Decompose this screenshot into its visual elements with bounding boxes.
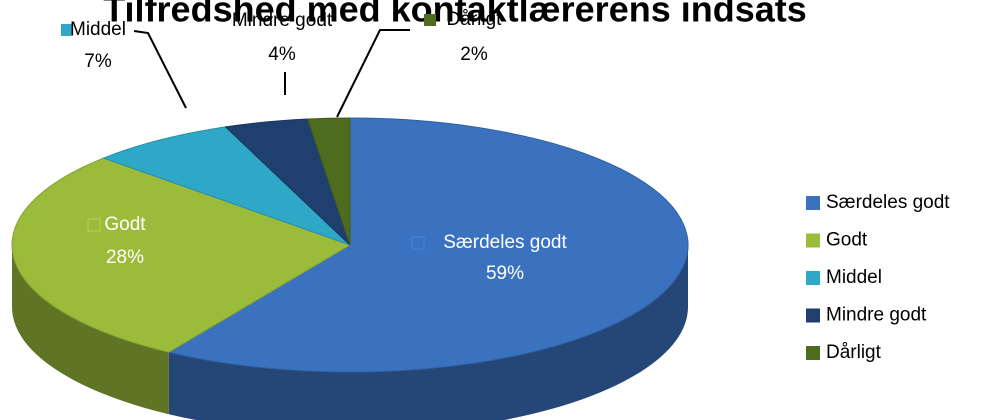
- label-key: [87, 218, 101, 232]
- data-label-name: Dårligt: [447, 9, 503, 30]
- slice: [167, 117, 689, 373]
- slice-side: [168, 245, 688, 420]
- data-label: 7%: [84, 51, 112, 72]
- data-label: 28%: [106, 247, 144, 268]
- data-label-name: Særdeles godt: [443, 232, 567, 253]
- legend-key: [806, 346, 820, 360]
- data-label-name: Middel: [70, 19, 126, 40]
- legend-label: Mindre godt: [826, 305, 927, 326]
- label-key: [61, 24, 73, 36]
- chart-title: Tilfredshed med kontaktlærerens indsats: [103, 0, 807, 30]
- label-key: [424, 14, 436, 26]
- legend-key: [806, 308, 820, 323]
- leader-line: [133, 30, 187, 109]
- slice: [102, 126, 351, 246]
- data-label-name: Godt: [104, 214, 146, 235]
- slice-side: [12, 245, 169, 415]
- legend-label: Godt: [826, 230, 868, 251]
- legend-label: Særdeles godt: [826, 192, 950, 213]
- label-key: [411, 236, 425, 250]
- legend-label: Middel: [826, 267, 882, 288]
- data-label: 4%: [268, 44, 296, 65]
- legend-label: Dårligt: [826, 342, 882, 363]
- data-label: 59%: [486, 263, 524, 284]
- data-label-name: Mindre godt: [232, 10, 333, 31]
- slice: [306, 117, 351, 246]
- data-label: 2%: [460, 44, 488, 65]
- leader-line: [336, 29, 410, 118]
- legend-key: [806, 196, 820, 210]
- legend-key: [806, 233, 820, 248]
- slice: [11, 157, 352, 353]
- legend-key: [806, 271, 820, 285]
